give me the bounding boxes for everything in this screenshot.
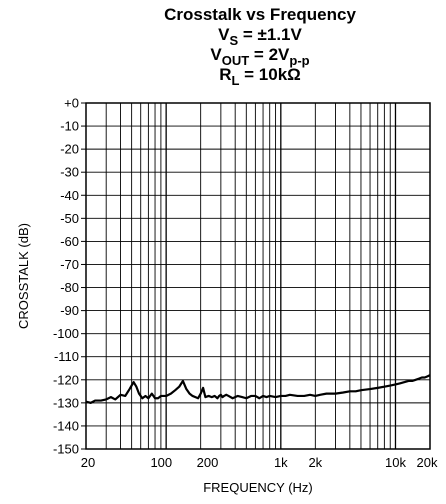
title-line-4: RL = 10kΩ <box>219 65 301 88</box>
y-tick-label: -90 <box>60 303 79 318</box>
y-tick-label: -120 <box>53 372 79 387</box>
major-grid <box>86 125 430 427</box>
x-axis-ticks: 20 100 200 1k 2k 10k 20k <box>81 455 438 470</box>
minor-grid <box>105 103 397 449</box>
y-tick-label: -130 <box>53 395 79 410</box>
y-tick-label: -80 <box>60 280 79 295</box>
x-tick-label: 200 <box>197 455 219 470</box>
y-tick-label: -40 <box>60 188 79 203</box>
crosstalk-series-line <box>85 374 431 404</box>
x-tick-label: 2k <box>308 455 322 470</box>
title-line-2: VS = ±1.1V <box>218 25 302 48</box>
title-line-1: Crosstalk vs Frequency <box>164 5 356 24</box>
x-tick-label: 100 <box>150 455 172 470</box>
x-tick-label: 1k <box>274 455 288 470</box>
y-tick-label: -20 <box>60 142 79 157</box>
y-tick-label: +0 <box>64 96 79 111</box>
y-tick-label: -150 <box>53 442 79 457</box>
y-tick-label: -10 <box>60 119 79 134</box>
x-tick-label: 20 <box>81 455 95 470</box>
title-line-3: VOUT = 2Vp-p <box>210 45 309 68</box>
y-tick-label: -60 <box>60 234 79 249</box>
x-tick-label: 10k <box>385 455 406 470</box>
y-tick-label: -110 <box>54 349 79 364</box>
y-axis-ticks: +0 -10 -20 -30 -40 -50 -60 -70 -80 -90 -100 -110 -12… <box>53 96 86 457</box>
x-axis-label: FREQUENCY (Hz) <box>203 480 313 495</box>
y-tick-label: -140 <box>53 418 79 433</box>
y-axis-label: CROSSTALK (dB) <box>16 223 31 329</box>
x-tick-label: 20k <box>417 455 438 470</box>
y-tick-label: -30 <box>60 165 79 180</box>
y-tick-label: -100 <box>53 326 79 341</box>
y-tick-label: -70 <box>60 257 79 272</box>
plot-frame <box>85 102 431 450</box>
y-tick-label: -50 <box>60 211 79 226</box>
